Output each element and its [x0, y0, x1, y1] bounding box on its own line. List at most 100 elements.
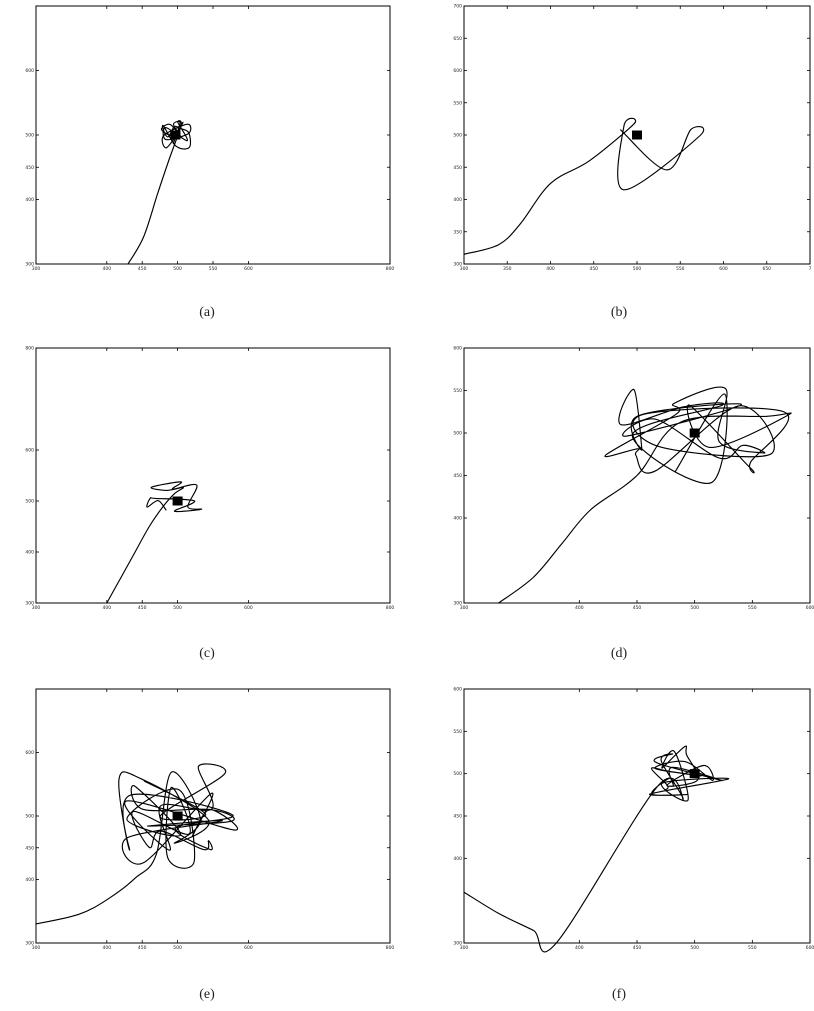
x-tick-label-c: 300	[32, 605, 41, 611]
target-marker-e	[172, 811, 183, 821]
x-tick-label-d: 550	[748, 605, 757, 611]
y-tick-label-e: 400	[25, 877, 34, 883]
y-tick-label-d: 600	[453, 346, 462, 352]
chart-a-svg: 300 400 450 500 550 600 800 300 400 450 500 600	[25, 5, 395, 272]
x-tick-label-c: 600	[244, 605, 253, 611]
y-tick-label-d: 400	[453, 516, 462, 522]
panel-a: 300 400 450 500 550 600 800 300 400 450 500 600	[22, 2, 395, 272]
plot-frame-a	[35, 5, 391, 265]
y-tick-label-b: 650	[453, 36, 462, 42]
chart-e-svg: 300 400 450 500 600 800 300 400 450 500 600	[25, 688, 395, 951]
x-tick-label-f: 500	[690, 945, 699, 951]
x-tick-label-b: 600	[719, 266, 728, 272]
x-tick-label-e: 800	[386, 945, 395, 951]
target-marker-c	[172, 496, 183, 506]
trajectory-line-b	[463, 117, 705, 255]
x-tick-label-b: 450	[589, 266, 598, 272]
y-tick-label-a: 500	[25, 133, 34, 139]
y-tick-label-a: 300	[25, 262, 34, 268]
y-tick-label-d: 500	[453, 431, 462, 437]
chart-f-svg: 300 400 450 500 550 600 300 400 450 500 550 600	[453, 687, 814, 953]
x-tick-label-f: 450	[633, 945, 642, 951]
x-tick-label-a: 500	[173, 266, 182, 272]
y-tick-label-c: 500	[25, 499, 34, 505]
y-tick-label-b: 350	[453, 229, 462, 235]
target-marker-b	[632, 130, 642, 140]
y-tick-label-b: 500	[453, 133, 462, 139]
caption-f: (f)	[612, 987, 626, 1002]
y-tick-label-f: 500	[453, 771, 462, 777]
x-tick-label-a: 300	[32, 266, 41, 272]
x-tick-label-b: 650	[762, 266, 771, 272]
y-tick-label-b: 400	[453, 197, 462, 203]
y-tick-label-b: 600	[453, 68, 462, 74]
y-tick-label-c: 800	[25, 346, 34, 352]
panel-d: 300 400 450 500 550 600 300 400 450 500 550 600	[450, 344, 814, 612]
x-tick-label-e: 450	[138, 945, 147, 951]
panel-f: 300 400 450 500 550 600 300 400 450 500 550 600	[450, 685, 814, 953]
chart-b-svg: 300 350 400 450 500 550 600 650 7 300 350 400 450 500…	[453, 4, 811, 273]
y-tick-label-d: 450	[453, 473, 462, 479]
y-tick-label-e: 300	[25, 941, 34, 947]
y-tick-label-f: 400	[453, 856, 462, 862]
x-tick-label-c: 400	[103, 605, 112, 611]
y-tick-label-b: 300	[453, 262, 462, 268]
y-tick-label-d: 550	[453, 388, 462, 394]
x-tick-label-f: 600	[806, 945, 814, 951]
x-tick-label-c: 450	[138, 605, 147, 611]
x-tick-label-b: 500	[633, 266, 642, 272]
y-tick-label-a: 400	[25, 197, 34, 203]
x-tick-label-c: 500	[173, 605, 182, 611]
x-tick-label-b: 350	[503, 266, 512, 272]
y-tick-label-f: 600	[453, 687, 462, 693]
target-marker-a	[170, 130, 181, 140]
trajectory-line-a	[127, 120, 192, 265]
x-tick-label-b: 550	[676, 266, 685, 272]
x-tick-label-a: 800	[386, 266, 395, 272]
y-tick-label-c: 400	[25, 550, 34, 556]
panel-b: 300 350 400 450 500 550 600 650 7 300 350 400 450 500…	[450, 2, 812, 273]
panel-c: 300 400 450 500 600 800 300 400 500 600 800	[22, 344, 395, 612]
y-tick-label-f: 450	[453, 814, 462, 820]
x-tick-label-a: 400	[103, 266, 112, 272]
x-tick-label-e: 600	[244, 945, 253, 951]
y-tick-label-e: 450	[25, 845, 34, 851]
x-tick-label-e: 400	[103, 945, 112, 951]
plot-frame-c	[35, 347, 391, 604]
y-tick-label-e: 500	[25, 814, 34, 820]
plot-frame-e	[35, 688, 391, 944]
caption-b: (b)	[610, 305, 628, 320]
target-marker-f	[689, 769, 700, 779]
caption-e: (e)	[199, 987, 215, 1002]
x-tick-label-d: 450	[633, 605, 642, 611]
y-tick-label-b: 450	[453, 165, 462, 171]
y-tick-label-a: 450	[25, 165, 34, 171]
x-tick-label-f: 550	[748, 945, 757, 951]
x-tick-label-a: 450	[138, 266, 147, 272]
x-tick-label-b: 400	[546, 266, 555, 272]
trajectory-line-e	[35, 763, 238, 925]
chart-d-svg: 300 400 450 500 550 600 300 400 450 500 550 600	[453, 346, 814, 612]
x-tick-label-e: 300	[32, 945, 41, 951]
x-tick-label-d: 500	[690, 605, 699, 611]
y-tick-label-b: 550	[453, 100, 462, 106]
trajectory-line-d	[498, 386, 792, 604]
y-tick-label-f: 300	[453, 941, 462, 947]
caption-a: (a)	[199, 305, 215, 320]
x-tick-label-b: 300	[460, 266, 469, 272]
y-tick-label-b: 700	[453, 4, 462, 10]
x-tick-label-d: 400	[575, 605, 584, 611]
caption-c: (c)	[199, 646, 215, 661]
y-tick-label-a: 600	[25, 68, 34, 74]
x-tick-label-f: 400	[575, 945, 584, 951]
x-tick-label-e: 500	[173, 945, 182, 951]
x-tick-label-d: 600	[806, 605, 814, 611]
x-tick-label-c: 800	[386, 605, 395, 611]
target-marker-d	[689, 428, 700, 438]
panel-e: 300 400 450 500 600 800 300 400 450 500 600	[22, 685, 395, 951]
y-tick-label-c: 600	[25, 448, 34, 454]
caption-d: (d)	[610, 646, 628, 661]
x-tick-label-a: 600	[244, 266, 253, 272]
y-tick-label-f: 550	[453, 729, 462, 735]
y-tick-label-d: 300	[453, 601, 462, 607]
